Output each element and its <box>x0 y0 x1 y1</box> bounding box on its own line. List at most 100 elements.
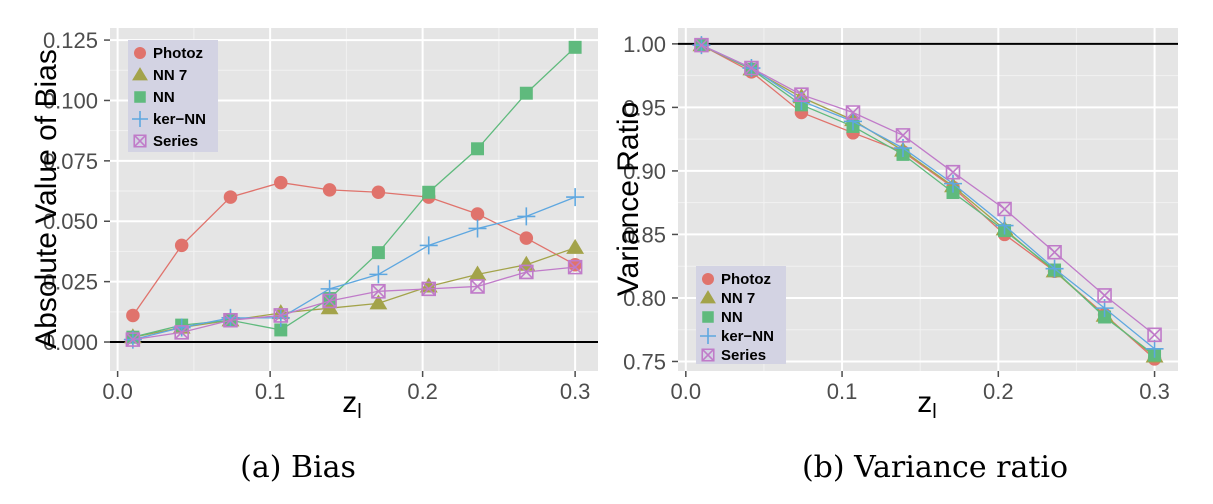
legend-label: ker−NN <box>721 328 774 345</box>
data-point <box>944 174 962 193</box>
legend-item-photoz: Photoz <box>134 45 203 62</box>
x-tick-label: 0.0 <box>102 379 133 404</box>
series-series <box>125 259 583 347</box>
legend-key <box>700 328 716 344</box>
data-point <box>174 238 189 253</box>
series-line <box>132 266 576 341</box>
caption: (a) Bias <box>240 450 356 485</box>
series-line <box>701 44 1155 350</box>
y-tick-label: 0.025 <box>43 270 98 295</box>
panel-bias: 0.000 0.025 0.050 0.075 0.100 0.125 0.0 0.1 0.2… <box>30 28 598 485</box>
y-tick-labels: 0.000 0.025 0.050 0.075 0.100 0.125 <box>43 28 110 355</box>
data-point <box>322 293 337 309</box>
legend-key <box>700 290 716 304</box>
legend-item-ker-nn: ker−NN <box>700 328 774 345</box>
data-point <box>274 175 288 190</box>
x-tick-labels: 0.0 0.1 0.2 0.3 <box>671 371 1170 404</box>
legend: Photoz NN 7 NN ker−NN Series <box>128 40 218 152</box>
y-tick-label: 0.75 <box>623 349 666 374</box>
legend-label: NN 7 <box>721 290 755 307</box>
legend-item-series: Series <box>701 347 766 364</box>
legend-item-nn: NN <box>134 89 175 106</box>
data-point <box>694 37 709 53</box>
data-point <box>517 207 536 226</box>
data-point <box>468 219 487 238</box>
x-axis-title-sub: l <box>932 401 936 423</box>
legend-item-ker-nn: ker−NN <box>132 111 206 128</box>
data-point <box>1145 339 1164 358</box>
x-tick-label: 0.2 <box>983 379 1014 404</box>
y-tick-label: 0.050 <box>43 209 98 234</box>
data-point <box>519 86 533 100</box>
legend-item-nn-7: NN 7 <box>132 67 187 84</box>
legend-item-photoz: Photoz <box>702 271 771 288</box>
data-point <box>945 164 961 180</box>
data-point <box>895 128 911 143</box>
y-tick-label: 0.80 <box>623 286 666 311</box>
data-point <box>845 105 861 120</box>
legend-key <box>132 111 148 127</box>
legend-label: NN <box>721 309 743 326</box>
data-point <box>125 332 141 347</box>
data-point <box>273 308 289 323</box>
x-axis-title-main: z <box>342 386 357 419</box>
legend-key <box>134 47 146 59</box>
legend-key <box>132 67 148 81</box>
x-axis-title-sub: l <box>357 401 361 423</box>
y-tick-label: 0.85 <box>623 222 666 247</box>
legend-key <box>133 134 147 148</box>
series-line <box>132 181 576 316</box>
x-axis-title-main: z <box>917 386 932 419</box>
legend-key <box>702 273 714 285</box>
data-point <box>995 216 1014 235</box>
legend-label: Photoz <box>721 271 771 288</box>
data-point <box>566 238 585 254</box>
x-tick-label: 0.2 <box>407 379 438 404</box>
x-tick-label: 0.1 <box>255 379 286 404</box>
data-point <box>223 190 238 204</box>
legend-item-series: Series <box>133 133 198 150</box>
series-series <box>694 37 1162 343</box>
data-point <box>1147 327 1162 343</box>
legend-item-nn-7: NN 7 <box>700 290 755 307</box>
legend-label: Series <box>153 133 198 150</box>
series-line <box>132 247 576 338</box>
series-line <box>701 44 1155 336</box>
x-tick-label: 0.3 <box>560 379 591 404</box>
x-tick-label: 0.3 <box>1139 379 1170 404</box>
data-point <box>1047 244 1062 260</box>
legend-label: ker−NN <box>153 111 206 128</box>
legend-key <box>134 91 146 103</box>
series-layer <box>123 40 585 349</box>
series-layer <box>692 36 1164 366</box>
data-point <box>519 264 534 280</box>
data-point <box>470 207 485 221</box>
data-point <box>371 284 386 299</box>
y-tick-label: 0.100 <box>43 88 98 113</box>
y-tick-label: 0.90 <box>623 159 666 184</box>
y-tick-label: 1.00 <box>623 32 666 57</box>
data-point <box>174 325 189 340</box>
legend-label: Photoz <box>153 45 203 62</box>
y-tick-label: 0.95 <box>623 95 666 120</box>
data-point <box>567 259 583 275</box>
data-point <box>421 281 437 297</box>
x-axis-title: zl <box>342 386 361 423</box>
legend-label: NN 7 <box>153 67 187 84</box>
data-point <box>470 279 485 294</box>
panel-variance-ratio: 0.75 0.80 0.85 0.90 0.95 1.00 0.0 0.1 0.2 0.3 Va… <box>612 28 1178 485</box>
y-axis-title: Variance Ratio <box>612 102 645 297</box>
data-point <box>322 183 337 197</box>
legend-item-nn: NN <box>702 309 743 326</box>
data-point <box>997 201 1012 217</box>
series-line <box>132 196 576 341</box>
caption: (b) Variance ratio <box>802 450 1068 485</box>
data-point <box>1045 259 1064 278</box>
y-tick-label: 0.000 <box>43 330 98 355</box>
data-point <box>371 185 386 200</box>
data-point <box>471 142 485 156</box>
x-tick-label: 0.1 <box>827 379 858 404</box>
legend-label: NN <box>153 89 175 106</box>
data-point <box>566 188 585 207</box>
y-tick-labels: 0.75 0.80 0.85 0.90 0.95 1.00 <box>623 32 678 374</box>
